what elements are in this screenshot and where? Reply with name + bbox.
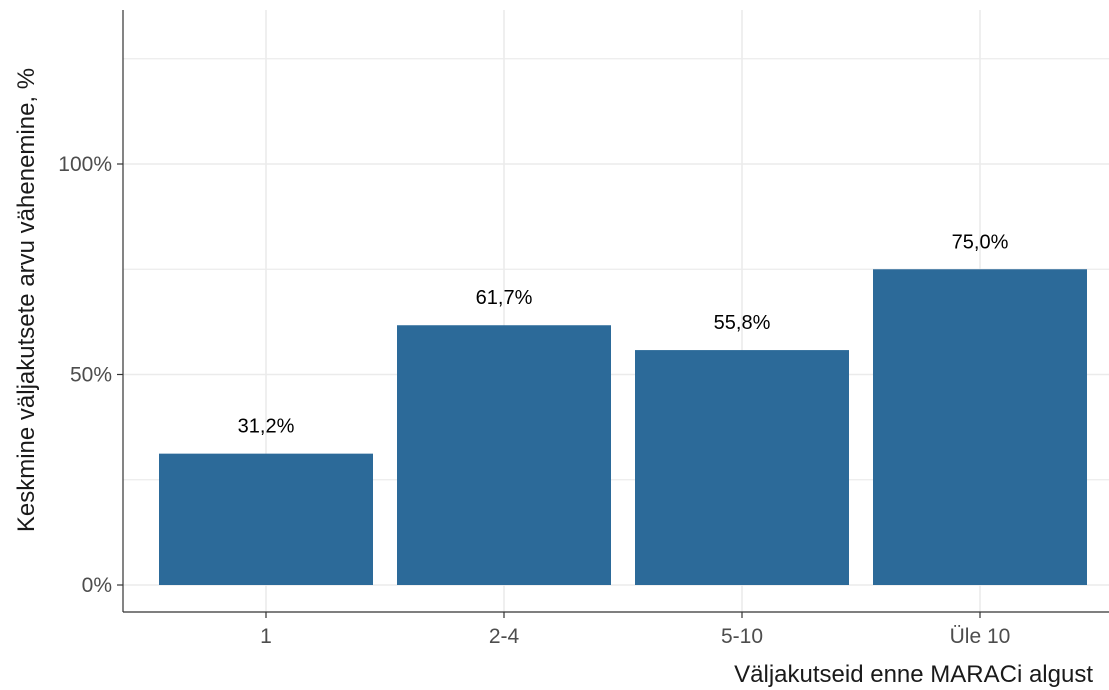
data-labels: 31,2% 61,7% 55,8% 75,0%	[238, 231, 1009, 437]
bar-value-label: 75,0%	[952, 231, 1009, 253]
x-tick-label: 5-10	[721, 625, 763, 648]
bar	[397, 325, 611, 585]
y-tick-label: 0%	[82, 574, 112, 597]
x-tick-label: 2-4	[489, 625, 520, 648]
bar-value-label: 61,7%	[476, 287, 533, 309]
y-axis-title: Keskmine väljakutsete arvu vähenemine, %	[13, 68, 40, 532]
bar	[159, 453, 373, 585]
bars	[159, 269, 1087, 585]
bar	[635, 350, 849, 585]
x-tick-label: 1	[260, 625, 272, 648]
bar	[873, 269, 1087, 585]
y-tick-label: 100%	[58, 153, 112, 176]
y-tick-label: 50%	[70, 364, 112, 387]
x-tick-label: Üle 10	[950, 625, 1011, 648]
bar-value-label: 55,8%	[714, 312, 771, 334]
bar-value-label: 31,2%	[238, 416, 295, 438]
axes: 0% 50% 100% 1 2-4 5-10 Üle 10	[58, 10, 1109, 648]
x-axis-title: Väljakutseid enne MARACi algust	[734, 661, 1093, 688]
